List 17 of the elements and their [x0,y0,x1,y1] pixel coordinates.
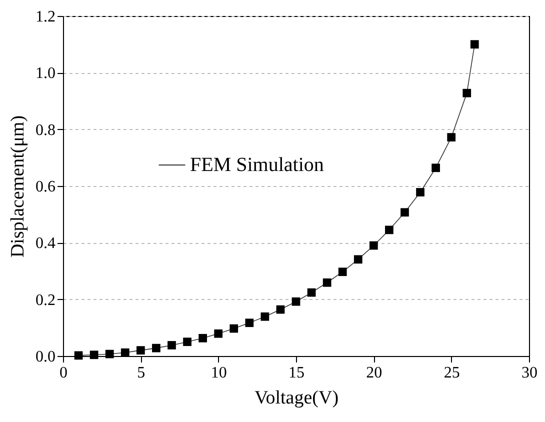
x-tick-label: 25 [444,364,460,382]
x-tick-label: 30 [522,364,538,382]
x-tick-label: 0 [60,364,68,382]
x-axis-title: Voltage(V) [254,388,339,408]
y-tick-label: 0.6 [36,178,56,196]
x-tick-label: 15 [288,364,304,382]
x-tick-label: 10 [210,364,227,382]
y-tick-label: 0.2 [36,292,56,309]
y-tick-label: 1.2 [36,8,56,26]
y-tick-label: 0.8 [36,122,56,139]
y-tick-label: 1.0 [36,65,56,82]
y-axis-title: Displacement(μm) [8,115,28,258]
x-tick-label: 20 [366,364,382,382]
y-tick-label: 0.4 [36,235,56,252]
y-tick-label: 0.0 [36,348,56,366]
x-tick-label: 5 [137,364,146,382]
legend-label: FEM Simulation [190,154,324,176]
